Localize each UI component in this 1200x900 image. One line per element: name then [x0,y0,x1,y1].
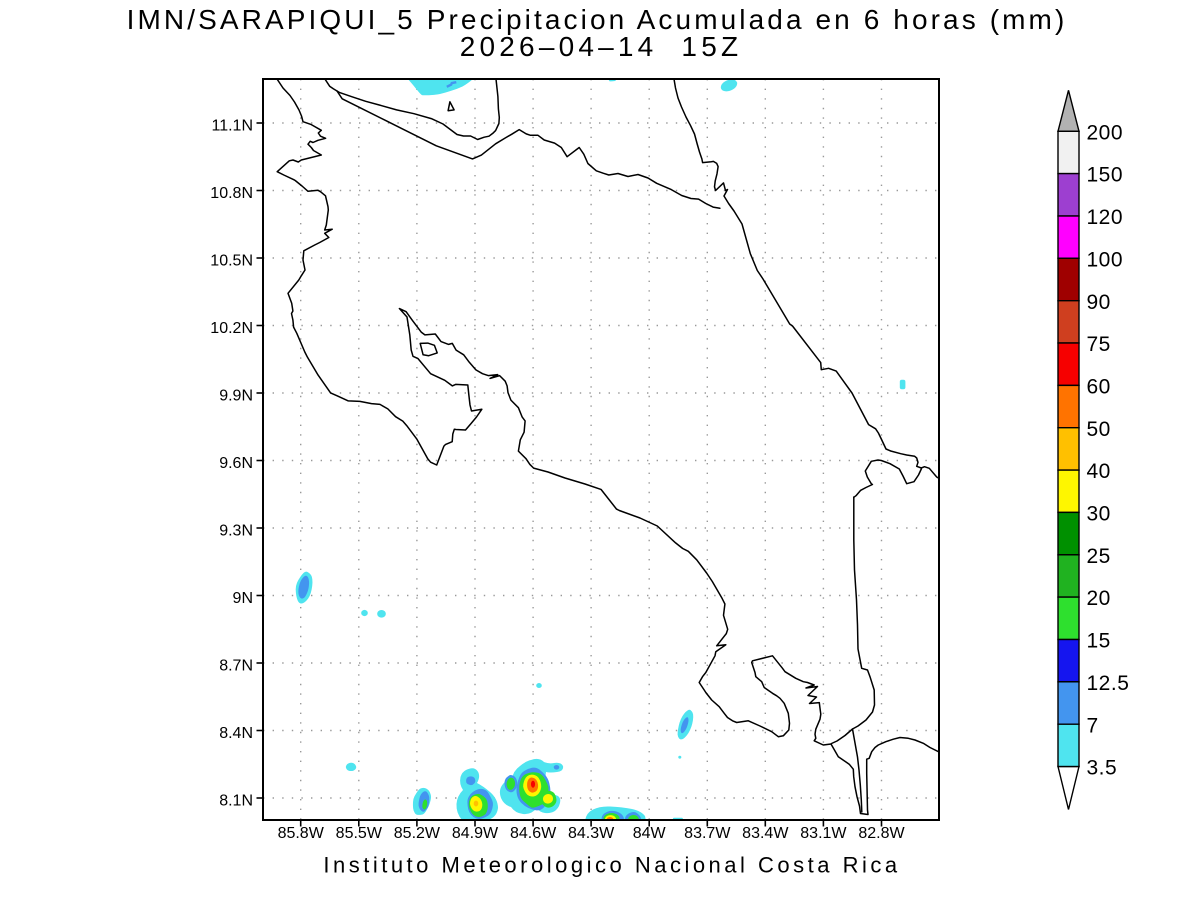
svg-text:84W: 84W [633,825,667,842]
svg-text:9.3N: 9.3N [219,523,253,540]
svg-text:IMN/SARAPIQUI_5 Precipitacion: IMN/SARAPIQUI_5 Precipitacion Acumulada … [127,4,1068,35]
svg-text:8.4N: 8.4N [219,725,253,742]
svg-text:10.5N: 10.5N [210,253,253,270]
svg-text:Instituto Meteorologico Nacion: Instituto Meteorologico Nacional Costa R… [323,853,900,878]
svg-text:84.9W: 84.9W [452,825,499,842]
svg-text:84.3W: 84.3W [568,825,615,842]
svg-text:25: 25 [1087,545,1111,568]
svg-text:83.7W: 83.7W [684,825,731,842]
svg-text:85.8W: 85.8W [278,825,325,842]
svg-text:8.1N: 8.1N [219,793,253,810]
svg-text:150: 150 [1087,164,1124,187]
svg-text:90: 90 [1087,291,1111,314]
svg-text:100: 100 [1087,248,1124,271]
svg-text:3.5: 3.5 [1087,757,1118,780]
svg-text:9N: 9N [233,590,253,607]
svg-text:83.4W: 83.4W [742,825,789,842]
svg-text:84.6W: 84.6W [510,825,557,842]
svg-text:9.9N: 9.9N [219,388,253,405]
svg-text:2026–04–14 15Z: 2026–04–14 15Z [460,31,743,62]
svg-text:11.1N: 11.1N [211,118,253,135]
svg-text:8.7N: 8.7N [219,658,253,675]
svg-text:10.2N: 10.2N [210,320,253,337]
svg-text:12.5: 12.5 [1087,672,1130,695]
svg-text:75: 75 [1087,333,1111,356]
svg-text:50: 50 [1087,418,1111,441]
svg-text:20: 20 [1087,587,1111,610]
svg-text:120: 120 [1087,206,1124,229]
svg-text:30: 30 [1087,503,1111,526]
svg-text:85.2W: 85.2W [394,825,441,842]
svg-text:200: 200 [1087,121,1124,144]
svg-text:10.8N: 10.8N [210,185,253,202]
svg-text:15: 15 [1087,630,1111,653]
svg-text:9.6N: 9.6N [219,455,253,472]
svg-text:40: 40 [1087,460,1111,483]
svg-text:7: 7 [1087,714,1099,737]
svg-text:60: 60 [1087,376,1111,399]
svg-text:85.5W: 85.5W [336,825,383,842]
svg-text:83.1W: 83.1W [800,825,847,842]
svg-text:82.8W: 82.8W [858,825,905,842]
